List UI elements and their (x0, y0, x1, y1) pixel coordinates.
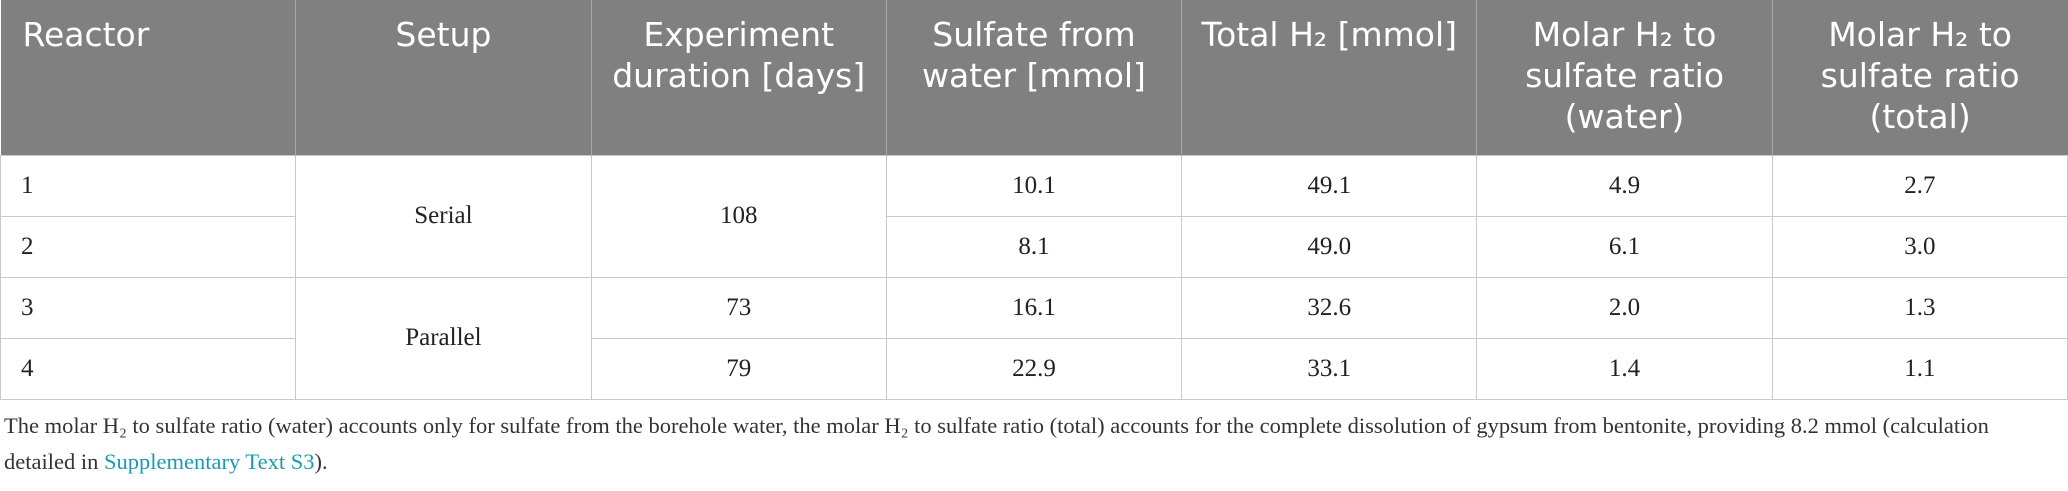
table-row: 1 Serial 108 10.1 49.1 4.9 2.7 (0, 154, 2068, 278)
data-table: Reactor Setup Experiment duration [days]… (0, 0, 2068, 400)
cell: Parallel (295, 276, 592, 400)
cell: Serial (295, 154, 592, 278)
footnote-link[interactable]: Supplementary Text S3 (103, 448, 315, 474)
cell: 22.9 (885, 337, 1183, 400)
cell: 49.0 (1181, 215, 1478, 278)
cell: 49.1 (1181, 154, 1478, 217)
cell: 1.1 (1771, 337, 2068, 400)
cell: 1.4 (1476, 337, 1773, 400)
cell: 3 (0, 276, 297, 339)
header-cell: Molar H₂ to sulfate ratio (total) (1772, 0, 2068, 155)
cell: 8.1 (885, 215, 1183, 278)
cell: 2.7 (1771, 154, 2068, 217)
footnote-text: ). (314, 448, 328, 474)
cell: 4 (0, 337, 297, 400)
cell: 6.1 (1476, 215, 1773, 278)
cell: 2.0 (1476, 276, 1773, 339)
header-cell: Experiment duration [days] (591, 0, 887, 155)
cell: 108 (590, 154, 887, 278)
header-cell: Setup (295, 0, 592, 155)
cell: 4.9 (1476, 154, 1773, 217)
cell: 33.1 (1181, 337, 1478, 400)
table-row: 2 8.1 49.0 6.1 3.0 (0, 215, 2068, 278)
cell: 79 (590, 337, 887, 400)
table-footnote: The molar H₂ to sulfate ratio (water) ac… (4, 408, 2064, 480)
header-cell: Sulfate from water [mmol] (886, 0, 1183, 155)
cell: 2 (0, 215, 297, 278)
cell: 1 (0, 154, 297, 217)
header-row: Reactor Setup Experiment duration [days]… (0, 0, 2068, 155)
cell: 16.1 (885, 276, 1183, 339)
cell: 3.0 (1771, 215, 2068, 278)
cell: 10.1 (885, 154, 1183, 217)
header-cell: Molar H₂ to sulfate ratio (water) (1476, 0, 1773, 155)
cell: 73 (590, 276, 887, 339)
header-cell: Total H₂ [mmol] (1181, 0, 1478, 155)
table-row: 3 Parallel 73 16.1 32.6 2.0 1.3 (0, 276, 2068, 400)
footnote-text: The molar H₂ to sulfate ratio (water) ac… (4, 412, 1989, 474)
table-row: 4 79 22.9 33.1 1.4 1.1 (0, 337, 2068, 400)
header-cell: Reactor (0, 0, 297, 155)
cell: 32.6 (1181, 276, 1478, 339)
cell: 1.3 (1771, 276, 2068, 339)
